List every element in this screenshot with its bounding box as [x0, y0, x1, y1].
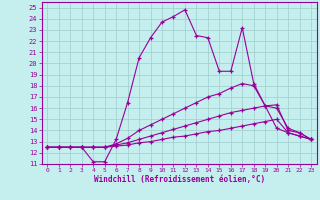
- X-axis label: Windchill (Refroidissement éolien,°C): Windchill (Refroidissement éolien,°C): [94, 175, 265, 184]
